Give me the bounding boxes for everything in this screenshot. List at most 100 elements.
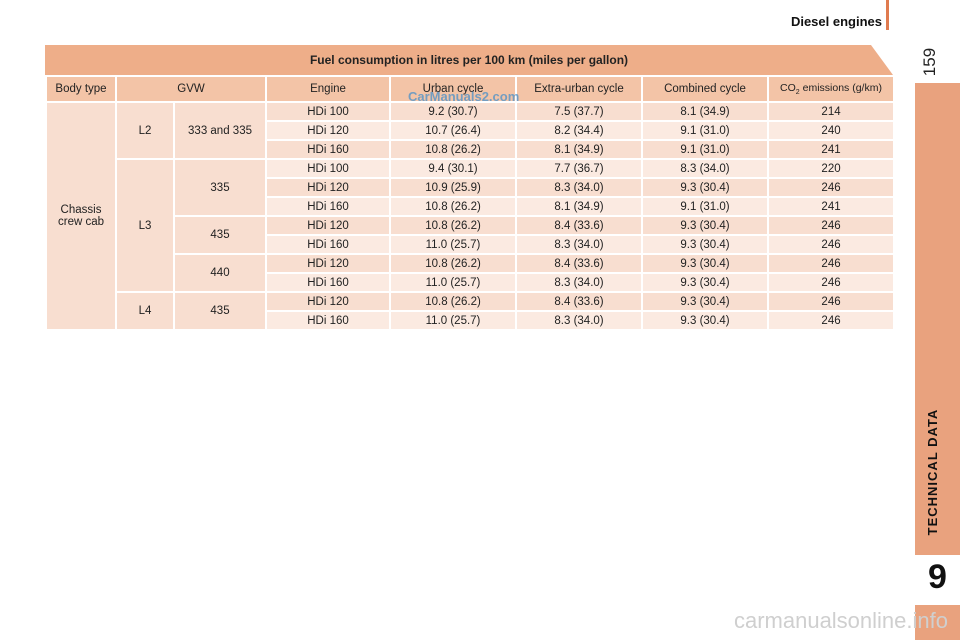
body-type-cell: Chassis crew cab bbox=[45, 101, 117, 331]
table-row: Chassis crew cab L2 333 and 335 HDi 100 9.2 … bbox=[45, 101, 896, 331]
co2-prefix: CO bbox=[780, 81, 796, 94]
engine-cell: HDi 120 bbox=[265, 291, 392, 312]
co2-cell: 246 bbox=[767, 253, 896, 274]
table-row: HDi 120 10.7 (26.4) 8.2 (34.4) 9.1 (31.0) 24… bbox=[46, 120, 896, 141]
co2-subscript: 2 bbox=[795, 89, 800, 97]
co2-cell: 246 bbox=[767, 272, 896, 293]
gvw-cell: 335 bbox=[172, 158, 268, 217]
urban-cycle-cell: 10.8 (26.2) bbox=[389, 139, 518, 160]
extra-urban-cycle-cell: 8.2 (34.4) bbox=[515, 120, 644, 141]
combined-cycle-cell: 9.1 (31.0) bbox=[641, 196, 770, 217]
co2-cell: 241 bbox=[767, 139, 896, 160]
urban-cycle-cell: 10.8 (26.2) bbox=[389, 253, 518, 274]
engine-cell: HDi 160 bbox=[265, 272, 392, 293]
urban-cycle-cell: 11.0 (25.7) bbox=[389, 272, 518, 293]
engine-cell: HDi 160 bbox=[265, 139, 392, 160]
co2-cell: 241 bbox=[767, 196, 896, 217]
chapter-label: TECHNICAL DATA bbox=[925, 408, 940, 536]
extra-urban-cycle-cell: 8.4 (33.6) bbox=[515, 253, 644, 274]
header-body-type: Body type bbox=[45, 75, 117, 103]
table-row: 440 HDi 120 10.8 (26.2) 8.4 (33.6) 9.3 (30.4… bbox=[46, 253, 896, 293]
engine-cell: HDi 120 bbox=[265, 120, 392, 141]
urban-cycle-cell: 11.0 (25.7) bbox=[389, 310, 518, 331]
urban-cycle-cell: 11.0 (25.7) bbox=[389, 234, 518, 255]
co2-cell: 246 bbox=[767, 215, 896, 236]
combined-cycle-cell: 9.3 (30.4) bbox=[641, 215, 770, 236]
chapter-number: 9 bbox=[928, 558, 947, 596]
chapter-side-band bbox=[915, 83, 960, 640]
urban-cycle-cell: 10.9 (25.9) bbox=[389, 177, 518, 198]
header-combined-cycle: Combined cycle bbox=[641, 75, 770, 103]
table-row: HDi 160 11.0 (25.7) 8.3 (34.0) 9.3 (30.4) 24… bbox=[46, 310, 896, 331]
engine-cell: HDi 100 bbox=[265, 101, 392, 122]
co2-cell: 246 bbox=[767, 177, 896, 198]
header-engine: Engine bbox=[265, 75, 392, 103]
urban-cycle-cell: 10.7 (26.4) bbox=[389, 120, 518, 141]
page-number: 159 bbox=[920, 47, 939, 77]
header-co2-emissions: CO2 emissions (g/km) bbox=[767, 75, 896, 103]
table-body: Chassis crew cab L2 333 and 335 HDi 100 9.2 … bbox=[45, 101, 896, 331]
header-extra-urban-cycle: Extra-urban cycle bbox=[515, 75, 644, 103]
length-cell: L3 bbox=[115, 158, 175, 293]
header-gvw: GVW bbox=[114, 75, 268, 103]
engine-cell: HDi 160 bbox=[265, 234, 392, 255]
extra-urban-cycle-cell: 7.5 (37.7) bbox=[515, 101, 644, 122]
watermark: CarManuals2.com bbox=[408, 89, 520, 104]
table-row: HDi 120 10.9 (25.9) 8.3 (34.0) 9.3 (30.4) 24… bbox=[46, 177, 896, 198]
co2-cell: 246 bbox=[767, 310, 896, 331]
engine-cell: HDi 120 bbox=[265, 177, 392, 198]
table-header-row: Body type GVW Engine Urban cycle Extra-u… bbox=[45, 75, 896, 103]
table-row: L3 335 HDi 100 9.4 (30.1) 7.7 (36.7) 8.3 (34.… bbox=[46, 158, 896, 293]
co2-suffix: emissions (g/km) bbox=[799, 81, 882, 94]
combined-cycle-cell: 9.3 (30.4) bbox=[641, 177, 770, 198]
combined-cycle-cell: 9.1 (31.0) bbox=[641, 120, 770, 141]
co2-cell: 246 bbox=[767, 291, 896, 312]
combined-cycle-cell: 9.3 (30.4) bbox=[641, 272, 770, 293]
extra-urban-cycle-cell: 8.3 (34.0) bbox=[515, 272, 644, 293]
combined-cycle-cell: 9.3 (30.4) bbox=[641, 291, 770, 312]
engine-cell: HDi 120 bbox=[265, 215, 392, 236]
length-cell: L4 bbox=[115, 291, 175, 331]
urban-cycle-cell: 9.4 (30.1) bbox=[389, 158, 518, 179]
table-row: HDi 160 10.8 (26.2) 8.1 (34.9) 9.1 (31.0) 24… bbox=[46, 139, 896, 160]
urban-cycle-cell: 10.8 (26.2) bbox=[389, 196, 518, 217]
table-row: L4 435 HDi 120 10.8 (26.2) 8.4 (33.6) 9.3 (30… bbox=[46, 291, 896, 331]
urban-cycle-cell: 9.2 (30.7) bbox=[389, 101, 518, 122]
extra-urban-cycle-cell: 8.1 (34.9) bbox=[515, 196, 644, 217]
combined-cycle-cell: 8.3 (34.0) bbox=[641, 158, 770, 179]
urban-cycle-cell: 10.8 (26.2) bbox=[389, 215, 518, 236]
co2-cell: 240 bbox=[767, 120, 896, 141]
length-cell: L2 bbox=[115, 101, 175, 160]
engine-cell: HDi 160 bbox=[265, 196, 392, 217]
co2-cell: 220 bbox=[767, 158, 896, 179]
combined-cycle-cell: 9.3 (30.4) bbox=[641, 234, 770, 255]
engine-cell: HDi 100 bbox=[265, 158, 392, 179]
footer-watermark: carmanualsonline.info bbox=[733, 608, 948, 633]
gvw-cell: 435 bbox=[172, 215, 268, 255]
table-caption: Fuel consumption in litres per 100 km (m… bbox=[45, 45, 893, 75]
co2-cell: 214 bbox=[767, 101, 896, 122]
extra-urban-cycle-cell: 7.7 (36.7) bbox=[515, 158, 644, 179]
gvw-cell: 435 bbox=[172, 291, 268, 331]
section-title: Diesel engines bbox=[790, 14, 882, 29]
header-accent-bar bbox=[886, 0, 889, 30]
gvw-cell: 333 and 335 bbox=[172, 101, 268, 160]
table-row: HDi 160 11.0 (25.7) 8.3 (34.0) 9.3 (30.4) 24… bbox=[46, 272, 896, 293]
combined-cycle-cell: 8.1 (34.9) bbox=[641, 101, 770, 122]
extra-urban-cycle-cell: 8.3 (34.0) bbox=[515, 177, 644, 198]
engine-cell: HDi 120 bbox=[265, 253, 392, 274]
table-row: HDi 160 11.0 (25.7) 8.3 (34.0) 9.3 (30.4) 24… bbox=[46, 234, 896, 255]
combined-cycle-cell: 9.1 (31.0) bbox=[641, 139, 770, 160]
co2-cell: 246 bbox=[767, 234, 896, 255]
extra-urban-cycle-cell: 8.4 (33.6) bbox=[515, 291, 644, 312]
combined-cycle-cell: 9.3 (30.4) bbox=[641, 310, 770, 331]
combined-cycle-cell: 9.3 (30.4) bbox=[641, 253, 770, 274]
urban-cycle-cell: 10.8 (26.2) bbox=[389, 291, 518, 312]
fuel-consumption-table: Fuel consumption in litres per 100 km (m… bbox=[45, 45, 896, 331]
extra-urban-cycle-cell: 8.4 (33.6) bbox=[515, 215, 644, 236]
extra-urban-cycle-cell: 8.3 (34.0) bbox=[515, 234, 644, 255]
table-row: HDi 160 10.8 (26.2) 8.1 (34.9) 9.1 (31.0) 24… bbox=[46, 196, 896, 217]
engine-cell: HDi 160 bbox=[265, 310, 392, 331]
chapter-number-box bbox=[915, 555, 960, 605]
extra-urban-cycle-cell: 8.1 (34.9) bbox=[515, 139, 644, 160]
